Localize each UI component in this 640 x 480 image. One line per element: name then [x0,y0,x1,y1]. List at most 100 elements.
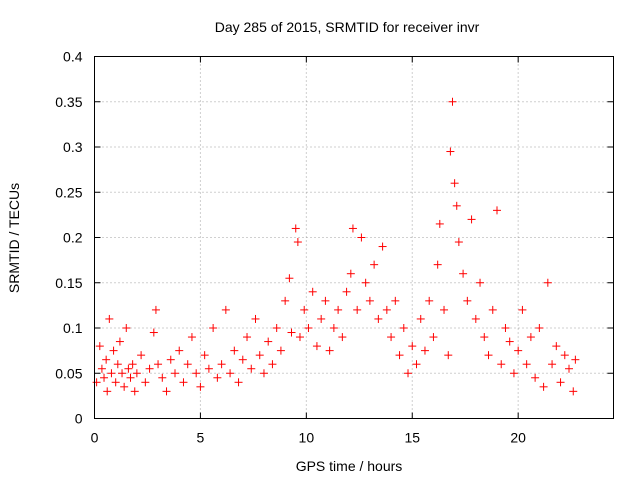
data-point [569,387,578,396]
data-point [122,324,131,332]
data-point [259,369,268,378]
data-point [281,296,290,305]
data-point [548,360,557,369]
data-point [391,296,400,305]
data-point [221,305,230,314]
data-point [192,369,201,378]
data-point [463,296,472,305]
data-point [480,333,489,342]
data-point [247,364,256,373]
grid-lines [94,56,614,419]
data-point [522,360,531,369]
data-point [137,351,146,360]
data-point [170,369,179,378]
data-point [151,305,160,314]
x-tick-label: 5 [197,430,205,446]
data-point [454,238,463,247]
data-point [378,242,387,251]
data-point [111,378,120,387]
data-point [535,324,544,332]
data-point [124,364,133,373]
data-point [565,364,574,373]
data-point [452,201,461,210]
data-point [264,337,273,346]
data-point [408,342,417,351]
data-point [154,360,163,369]
data-point [560,351,569,360]
data-point [448,97,457,106]
data-point [471,314,480,323]
data-point [128,360,137,369]
data-point [329,324,338,332]
data-point [300,305,309,314]
data-point [118,369,127,378]
data-point [552,342,561,351]
data-point [404,369,413,378]
data-point [217,360,226,369]
data-point [95,342,104,351]
data-point [103,387,112,396]
data-point [374,314,383,323]
data-point [348,224,357,233]
data-point [531,373,540,382]
data-point [276,346,285,355]
data-point [321,296,330,305]
data-point [243,333,252,342]
data-point [196,382,205,391]
y-tick-label: 0.25 [55,184,82,200]
data-point [543,278,552,287]
data-point [387,333,396,342]
data-point [234,378,243,387]
data-point [132,369,141,378]
data-point [526,333,535,342]
data-point [488,305,497,314]
data-point [175,346,184,355]
data-point [342,287,351,296]
data-point [102,355,111,364]
y-tick-label: 0.35 [55,94,82,110]
y-axis-title: SRMTID / TECUs [6,183,22,293]
x-tick-label: 20 [510,430,526,446]
data-point [435,219,444,228]
data-point [183,360,192,369]
data-point [141,378,150,387]
data-point [113,360,122,369]
data-point [295,333,304,342]
data-point [120,382,129,391]
x-tick-label: 0 [91,430,99,446]
y-tick-label: 0.1 [63,320,83,336]
data-point [420,346,429,355]
data-point [251,314,260,323]
data-point [353,305,362,314]
data-point [204,364,213,373]
data-point [429,333,438,342]
data-point [467,215,476,224]
y-tick-label: 0.2 [63,230,83,246]
axis-ticks: 0 0.05 0.1 0.15 0.2 0.25 0.3 0.35 0.4 0 5 10 15 20 [55,49,614,446]
data-point [492,206,501,215]
x-tick-label: 15 [404,430,420,446]
data-point [304,324,313,332]
data-point [399,324,408,332]
data-point [484,351,493,360]
data-point [444,351,453,360]
data-point [115,337,124,346]
data-point [285,274,294,283]
data-point [365,296,374,305]
data-point [109,346,118,355]
data-point [357,233,366,242]
data-point [459,269,468,278]
chart-title: Day 285 of 2015, SRMTID for receiver inv… [215,19,480,35]
data-point [412,360,421,369]
data-point [514,346,523,355]
data-point [571,355,580,364]
data-point [539,382,548,391]
data-point [287,328,296,337]
data-point [97,364,106,373]
data-point [200,351,209,360]
data-point [518,305,527,314]
data-point [382,305,391,314]
data-point [497,360,506,369]
data-point [179,378,188,387]
